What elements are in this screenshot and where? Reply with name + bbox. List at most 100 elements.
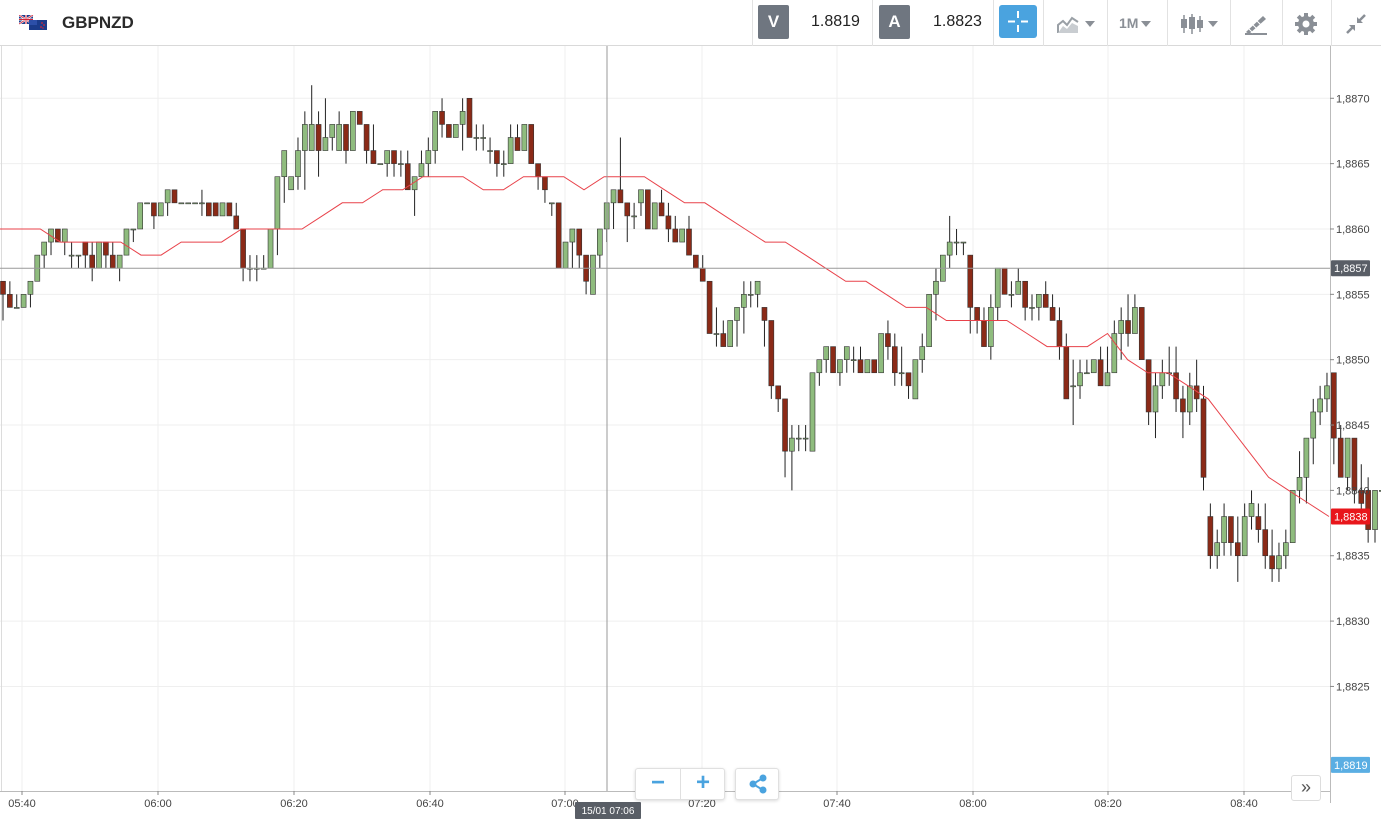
candle-style-button[interactable] — [1179, 8, 1221, 38]
time-tick-label: 07:40 — [823, 798, 851, 810]
candle-body-up — [796, 438, 801, 439]
candle — [309, 85, 314, 150]
chart-type-button[interactable] — [1056, 8, 1102, 38]
candle — [234, 203, 239, 229]
candle-body-up — [433, 111, 438, 150]
candle — [515, 124, 520, 150]
candle — [1311, 399, 1316, 464]
share-button[interactable] — [735, 768, 779, 800]
candle-body-up — [1222, 517, 1227, 543]
candle — [762, 307, 767, 346]
candle — [961, 242, 966, 255]
candle — [1167, 347, 1172, 386]
candle — [289, 177, 294, 190]
candle-body-up — [714, 334, 719, 335]
candle — [460, 98, 465, 150]
candle — [789, 425, 794, 490]
candle-body-up — [309, 124, 314, 150]
candle-body-down — [1050, 307, 1055, 320]
candle — [899, 347, 904, 386]
candle-body-up — [28, 281, 33, 294]
candle-body-up — [501, 164, 506, 165]
candle — [385, 151, 390, 177]
candle — [337, 111, 342, 150]
candle — [97, 242, 102, 268]
candle-body-up — [638, 190, 643, 203]
sell-price-button[interactable]: V 1.8819 — [752, 0, 872, 46]
candle — [618, 137, 623, 202]
candle-body-up — [728, 320, 733, 346]
candle — [151, 203, 156, 229]
candle — [302, 111, 307, 189]
sell-price: 1.8819 — [811, 12, 860, 32]
candle-body-down — [371, 151, 376, 164]
candle — [1180, 386, 1185, 438]
candle — [1043, 281, 1048, 307]
candle — [1091, 360, 1096, 373]
time-tick-label: 08:20 — [1094, 798, 1122, 810]
candle — [714, 307, 719, 346]
candle — [268, 229, 273, 268]
candle — [1304, 438, 1309, 503]
zoom-in-button[interactable]: + — [681, 769, 725, 799]
candle-body-up — [632, 216, 637, 217]
candle — [542, 177, 547, 203]
candle — [1256, 503, 1261, 542]
moving-average-line — [0, 177, 1329, 517]
candle — [1318, 386, 1323, 425]
candle — [1153, 373, 1158, 438]
candle — [371, 124, 376, 163]
candle-body-up — [97, 242, 102, 268]
candle-body-up — [460, 111, 465, 124]
candle-body-up — [920, 347, 925, 360]
candle — [323, 98, 328, 150]
candle-body-down — [673, 229, 678, 242]
crosshair-button[interactable] — [999, 5, 1037, 38]
candle — [172, 190, 177, 203]
candle — [179, 203, 184, 204]
candle — [824, 347, 829, 373]
zoom-out-button[interactable]: − — [636, 769, 680, 799]
buy-price-button[interactable]: A 1.8823 — [872, 0, 992, 46]
settings-button[interactable] — [1293, 8, 1319, 38]
candle — [906, 373, 911, 399]
candle — [158, 203, 163, 216]
candle-body-down — [90, 255, 95, 268]
candle — [1078, 360, 1083, 399]
candle — [282, 151, 287, 203]
candle — [344, 124, 349, 163]
candle — [748, 281, 753, 307]
candle — [1098, 347, 1103, 386]
candle — [920, 334, 925, 373]
timeframe-button[interactable]: 1M — [1119, 8, 1159, 38]
candle — [1235, 517, 1240, 582]
candle-body-up — [1290, 490, 1295, 542]
candle — [954, 229, 959, 255]
candle-body-up — [302, 124, 307, 150]
candle-body-down — [1023, 281, 1028, 307]
candle — [193, 203, 198, 204]
collapse-button[interactable] — [1343, 8, 1369, 38]
candle — [1228, 517, 1233, 556]
candle-body-up — [837, 360, 842, 373]
candle — [378, 164, 383, 165]
candlestick-chart[interactable]: 1,88701,88651,88601,88551,88501,88451,88… — [0, 46, 1381, 820]
candle-body-up — [398, 164, 403, 165]
candle-body-down — [1043, 294, 1048, 307]
candle-body-down — [885, 334, 890, 347]
candle — [584, 255, 589, 294]
candle — [913, 360, 918, 399]
candle-body-down — [1139, 307, 1144, 359]
candle-body-down — [892, 347, 897, 373]
candle — [1338, 425, 1343, 477]
drawing-tools-button[interactable] — [1243, 8, 1269, 38]
candle-body-down — [234, 216, 239, 229]
candle — [42, 242, 47, 268]
candle — [776, 386, 781, 412]
candle-body-up — [337, 124, 342, 150]
candle — [1071, 360, 1076, 425]
scroll-to-latest-button[interactable]: » — [1291, 775, 1321, 801]
candle — [364, 124, 369, 163]
crosshair-time-tag: 15/01 07:06 — [575, 802, 641, 819]
